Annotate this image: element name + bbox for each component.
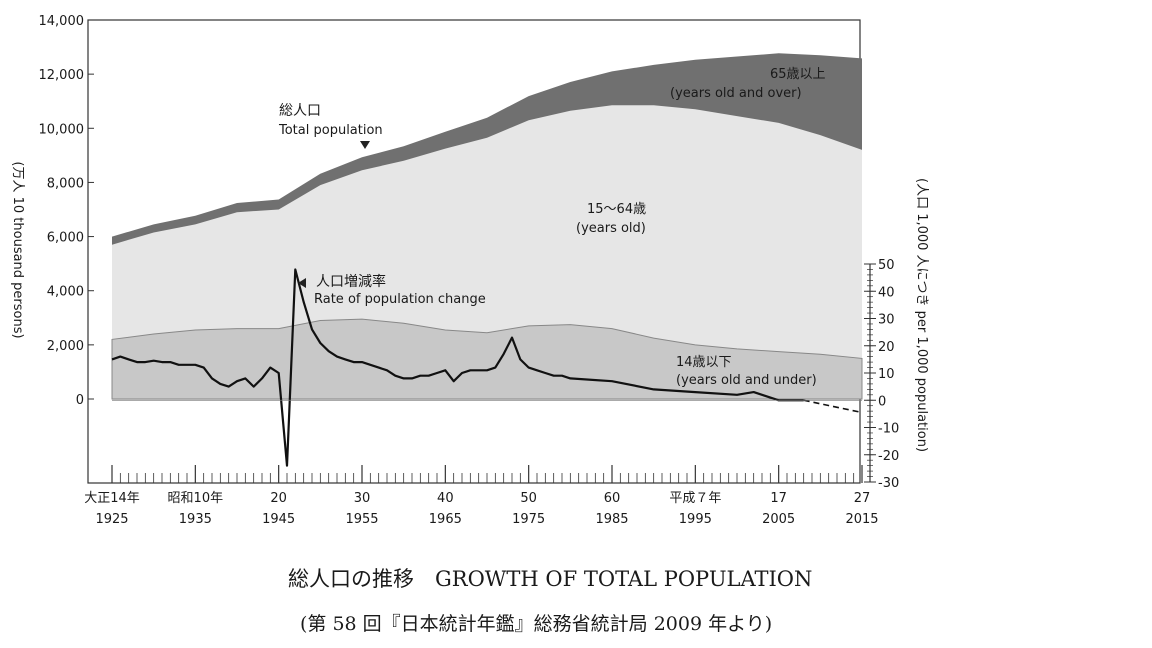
rate-line bbox=[111, 268, 804, 467]
left-tick-label: 0 bbox=[76, 393, 84, 408]
stacked-areas bbox=[111, 53, 863, 400]
total-population-pointer-icon bbox=[360, 141, 370, 149]
x-tick-label-year: 1945 bbox=[262, 512, 295, 527]
x-tick-label-era: 昭和10年 bbox=[168, 491, 224, 506]
rate-label-en: Rate of population change bbox=[314, 292, 486, 307]
right-axis: -30 -20 -10 0 10 20 30 40 50 bbox=[864, 258, 899, 491]
x-tick-label-year: 1935 bbox=[179, 512, 212, 527]
age15-64-label-jp: 15～64歳 bbox=[587, 202, 646, 217]
left-axis-label: (万人 10 thousand persons) bbox=[10, 161, 25, 338]
left-tick-label: 14,000 bbox=[39, 14, 85, 29]
age65-label-jp: 65歳以上 bbox=[770, 67, 826, 82]
x-tick-label-era: 30 bbox=[354, 491, 371, 506]
right-tick-label: 50 bbox=[878, 258, 895, 273]
left-tick-label: 4,000 bbox=[47, 285, 84, 300]
left-tick-label: 10,000 bbox=[39, 122, 85, 137]
right-tick-label: 20 bbox=[878, 340, 895, 355]
x-tick-label-year: 1965 bbox=[429, 512, 462, 527]
x-tick-label-year: 1995 bbox=[679, 512, 712, 527]
right-tick-label: 0 bbox=[878, 394, 886, 409]
chart-title: 総人口の推移 GROWTH OF TOTAL POPULATION bbox=[288, 567, 812, 591]
right-tick-label: -30 bbox=[878, 476, 899, 491]
x-tick-label-year: 2005 bbox=[762, 512, 795, 527]
x-tick-label-era: 20 bbox=[270, 491, 287, 506]
x-tick-label-year: 2015 bbox=[845, 512, 878, 527]
right-tick-label: 10 bbox=[878, 367, 895, 382]
x-tick-label-era: 17 bbox=[770, 491, 787, 506]
x-tick-label-era: 60 bbox=[604, 491, 621, 506]
age0-14-label-en: (years old and under) bbox=[676, 373, 817, 388]
left-axis: 0 2,000 4,000 6,000 8,000 10,000 12,000 14,000 bbox=[39, 14, 94, 408]
right-axis-label: (人口 1,000 人につき per 1,000 population) bbox=[914, 178, 929, 452]
chart-subtitle: (第 58 回『日本統計年鑑』総務省統計局 2009 年より) bbox=[300, 613, 772, 635]
rate-label-jp: 人口増減率 bbox=[316, 273, 386, 290]
age15-64-label-en: (years old) bbox=[576, 221, 646, 236]
x-tick-label-year: 1925 bbox=[95, 512, 128, 527]
total-population-label-jp: 総人口 bbox=[279, 103, 321, 119]
right-tick-label: -10 bbox=[878, 422, 899, 437]
x-tick-label-era: 平成７年 bbox=[669, 491, 721, 506]
x-tick-label-era: 大正14年 bbox=[84, 491, 140, 506]
area-age0-14 bbox=[111, 318, 863, 400]
total-population-label-en: Total population bbox=[278, 123, 383, 138]
x-tick-label-year: 1955 bbox=[345, 512, 378, 527]
left-tick-label: 12,000 bbox=[39, 68, 85, 83]
right-tick-label: 30 bbox=[878, 313, 895, 328]
left-tick-label: 2,000 bbox=[47, 339, 84, 354]
x-axis: 大正14年 1925 昭和10年 1935 20 1945 30 1955 40 1965 50 19… bbox=[84, 465, 879, 527]
right-tick-label: 40 bbox=[878, 285, 895, 300]
rate-of-change-line bbox=[111, 268, 863, 467]
x-tick-label-era: 27 bbox=[854, 491, 871, 506]
x-tick-label-era: 50 bbox=[520, 491, 537, 506]
x-tick-label-year: 1985 bbox=[595, 512, 628, 527]
left-tick-label: 6,000 bbox=[47, 231, 84, 246]
x-tick-label-era: 40 bbox=[437, 491, 454, 506]
x-tick-label-year: 1975 bbox=[512, 512, 545, 527]
left-tick-label: 8,000 bbox=[47, 176, 84, 191]
rate-pointer-icon bbox=[298, 278, 306, 288]
right-tick-label: -20 bbox=[878, 449, 899, 464]
age65-label-en: (years old and over) bbox=[670, 86, 802, 101]
age0-14-label-jp: 14歳以下 bbox=[676, 355, 732, 370]
